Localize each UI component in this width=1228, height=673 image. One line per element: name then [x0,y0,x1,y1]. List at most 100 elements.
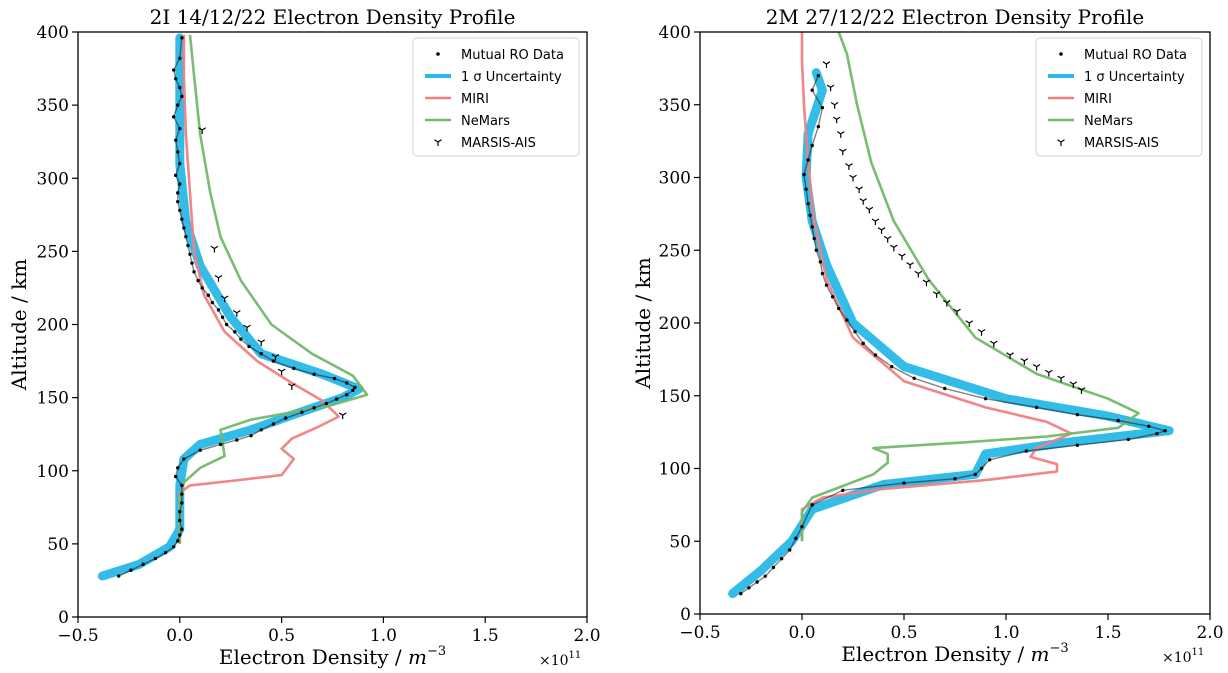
legend-swatch [434,139,442,146]
y-tick-label: 0 [58,608,69,628]
legend-item: MARSIS-AIS [434,136,536,151]
x-tick-label: 2.0 [1196,623,1223,643]
legend-item: Mutual RO Data [436,48,564,63]
series-miri [800,32,1073,542]
y-tick-label: 100 [659,460,691,480]
data-point [196,278,200,283]
x-axis-label: Electron Density / m−3 [219,644,446,669]
marsis-marker [1045,369,1053,377]
legend-label: 1 σ Uncertainty [1084,70,1185,85]
data-point [1116,418,1120,423]
marsis-marker [859,198,868,205]
y-tick-label: 400 [659,23,691,43]
marsis-marker [243,324,251,332]
marsis-marker [877,227,886,234]
data-point [747,586,751,590]
data-point [182,457,186,461]
data-point [235,438,239,442]
legend-label: NeMars [1084,114,1133,129]
legend-box [1035,37,1203,157]
x-tick-label: 0.0 [788,623,815,643]
data-point [345,381,349,385]
data-point [353,385,357,390]
marsis-marker [914,270,923,278]
data-point [841,488,845,493]
data-point [271,359,276,363]
data-point [820,105,825,110]
marsis-marker [898,253,906,261]
data-point [802,172,806,177]
data-point [192,270,196,274]
data-point [912,376,916,380]
marsis-marker [1077,387,1086,394]
legend-item: MIRI [1048,92,1112,107]
data-point [180,527,184,531]
legend-label: Mutual RO Data [1084,48,1187,63]
data-point [987,458,992,462]
data-point [247,344,251,349]
data-point [220,315,225,319]
data-point [178,56,182,61]
data-point [810,225,814,229]
data-point [806,201,810,206]
x-tick-label: 0.5 [268,626,295,646]
y-tick-label: 300 [37,169,69,189]
legend-item: 1 σ Uncertainty [425,70,562,85]
data-point [1147,424,1151,429]
series-mutual-ro-data-trace [118,37,356,577]
series-1-uncertainty [97,33,364,581]
data-point [818,260,823,264]
data-point [810,88,814,92]
x-tick-label: 2.0 [573,626,600,646]
data-point [178,510,182,514]
data-point [153,556,158,561]
marsis-marker [889,244,898,252]
y-tick-label: 150 [37,389,69,409]
marsis-marker [855,186,863,194]
data-point [178,518,182,523]
series-1-uncertainty [728,68,1174,599]
marsis-marker [338,412,347,420]
x-tick-label: 0.5 [890,623,917,643]
legend-item: NeMars [425,114,510,129]
y-axis-label: Altitude / km [7,259,31,391]
data-point [824,283,829,287]
marsis-marker [953,308,961,316]
legend-swatch [1057,139,1065,146]
data-point [794,536,798,541]
marsis-marker [232,310,241,317]
marsis-marker [210,245,219,253]
data-point [312,372,316,376]
y-tick-label: 350 [659,96,691,116]
data-point [174,173,178,178]
marsis-marker [836,131,845,138]
marsis-marker [1020,358,1029,365]
data-point [174,138,178,142]
series-nemars [800,32,1140,542]
data-point [292,366,296,371]
data-point [312,406,316,410]
marsis-marker [906,262,914,269]
series-miri [178,34,340,544]
data-point [1075,443,1080,447]
x-multiplier: ×1011 [1162,647,1204,666]
data-point [845,318,849,322]
legend-item: 1 σ Uncertainty [1048,70,1185,85]
data-point [180,217,184,221]
data-point [178,85,182,90]
y-tick-label: 400 [37,23,69,43]
data-point [176,191,180,195]
data-point [300,410,304,414]
legend-label: NeMars [461,114,510,129]
legend-swatch [1059,52,1063,56]
legend-label: MIRI [461,92,489,107]
x-tick-label: −0.5 [57,626,98,646]
marsis-marker [277,368,286,376]
data-point [779,557,784,561]
data-point [890,364,894,369]
legend-box [412,37,580,157]
data-point [178,161,182,166]
data-point [283,416,288,420]
legend-item: Mutual RO Data [1059,48,1187,63]
data-point [129,568,133,572]
